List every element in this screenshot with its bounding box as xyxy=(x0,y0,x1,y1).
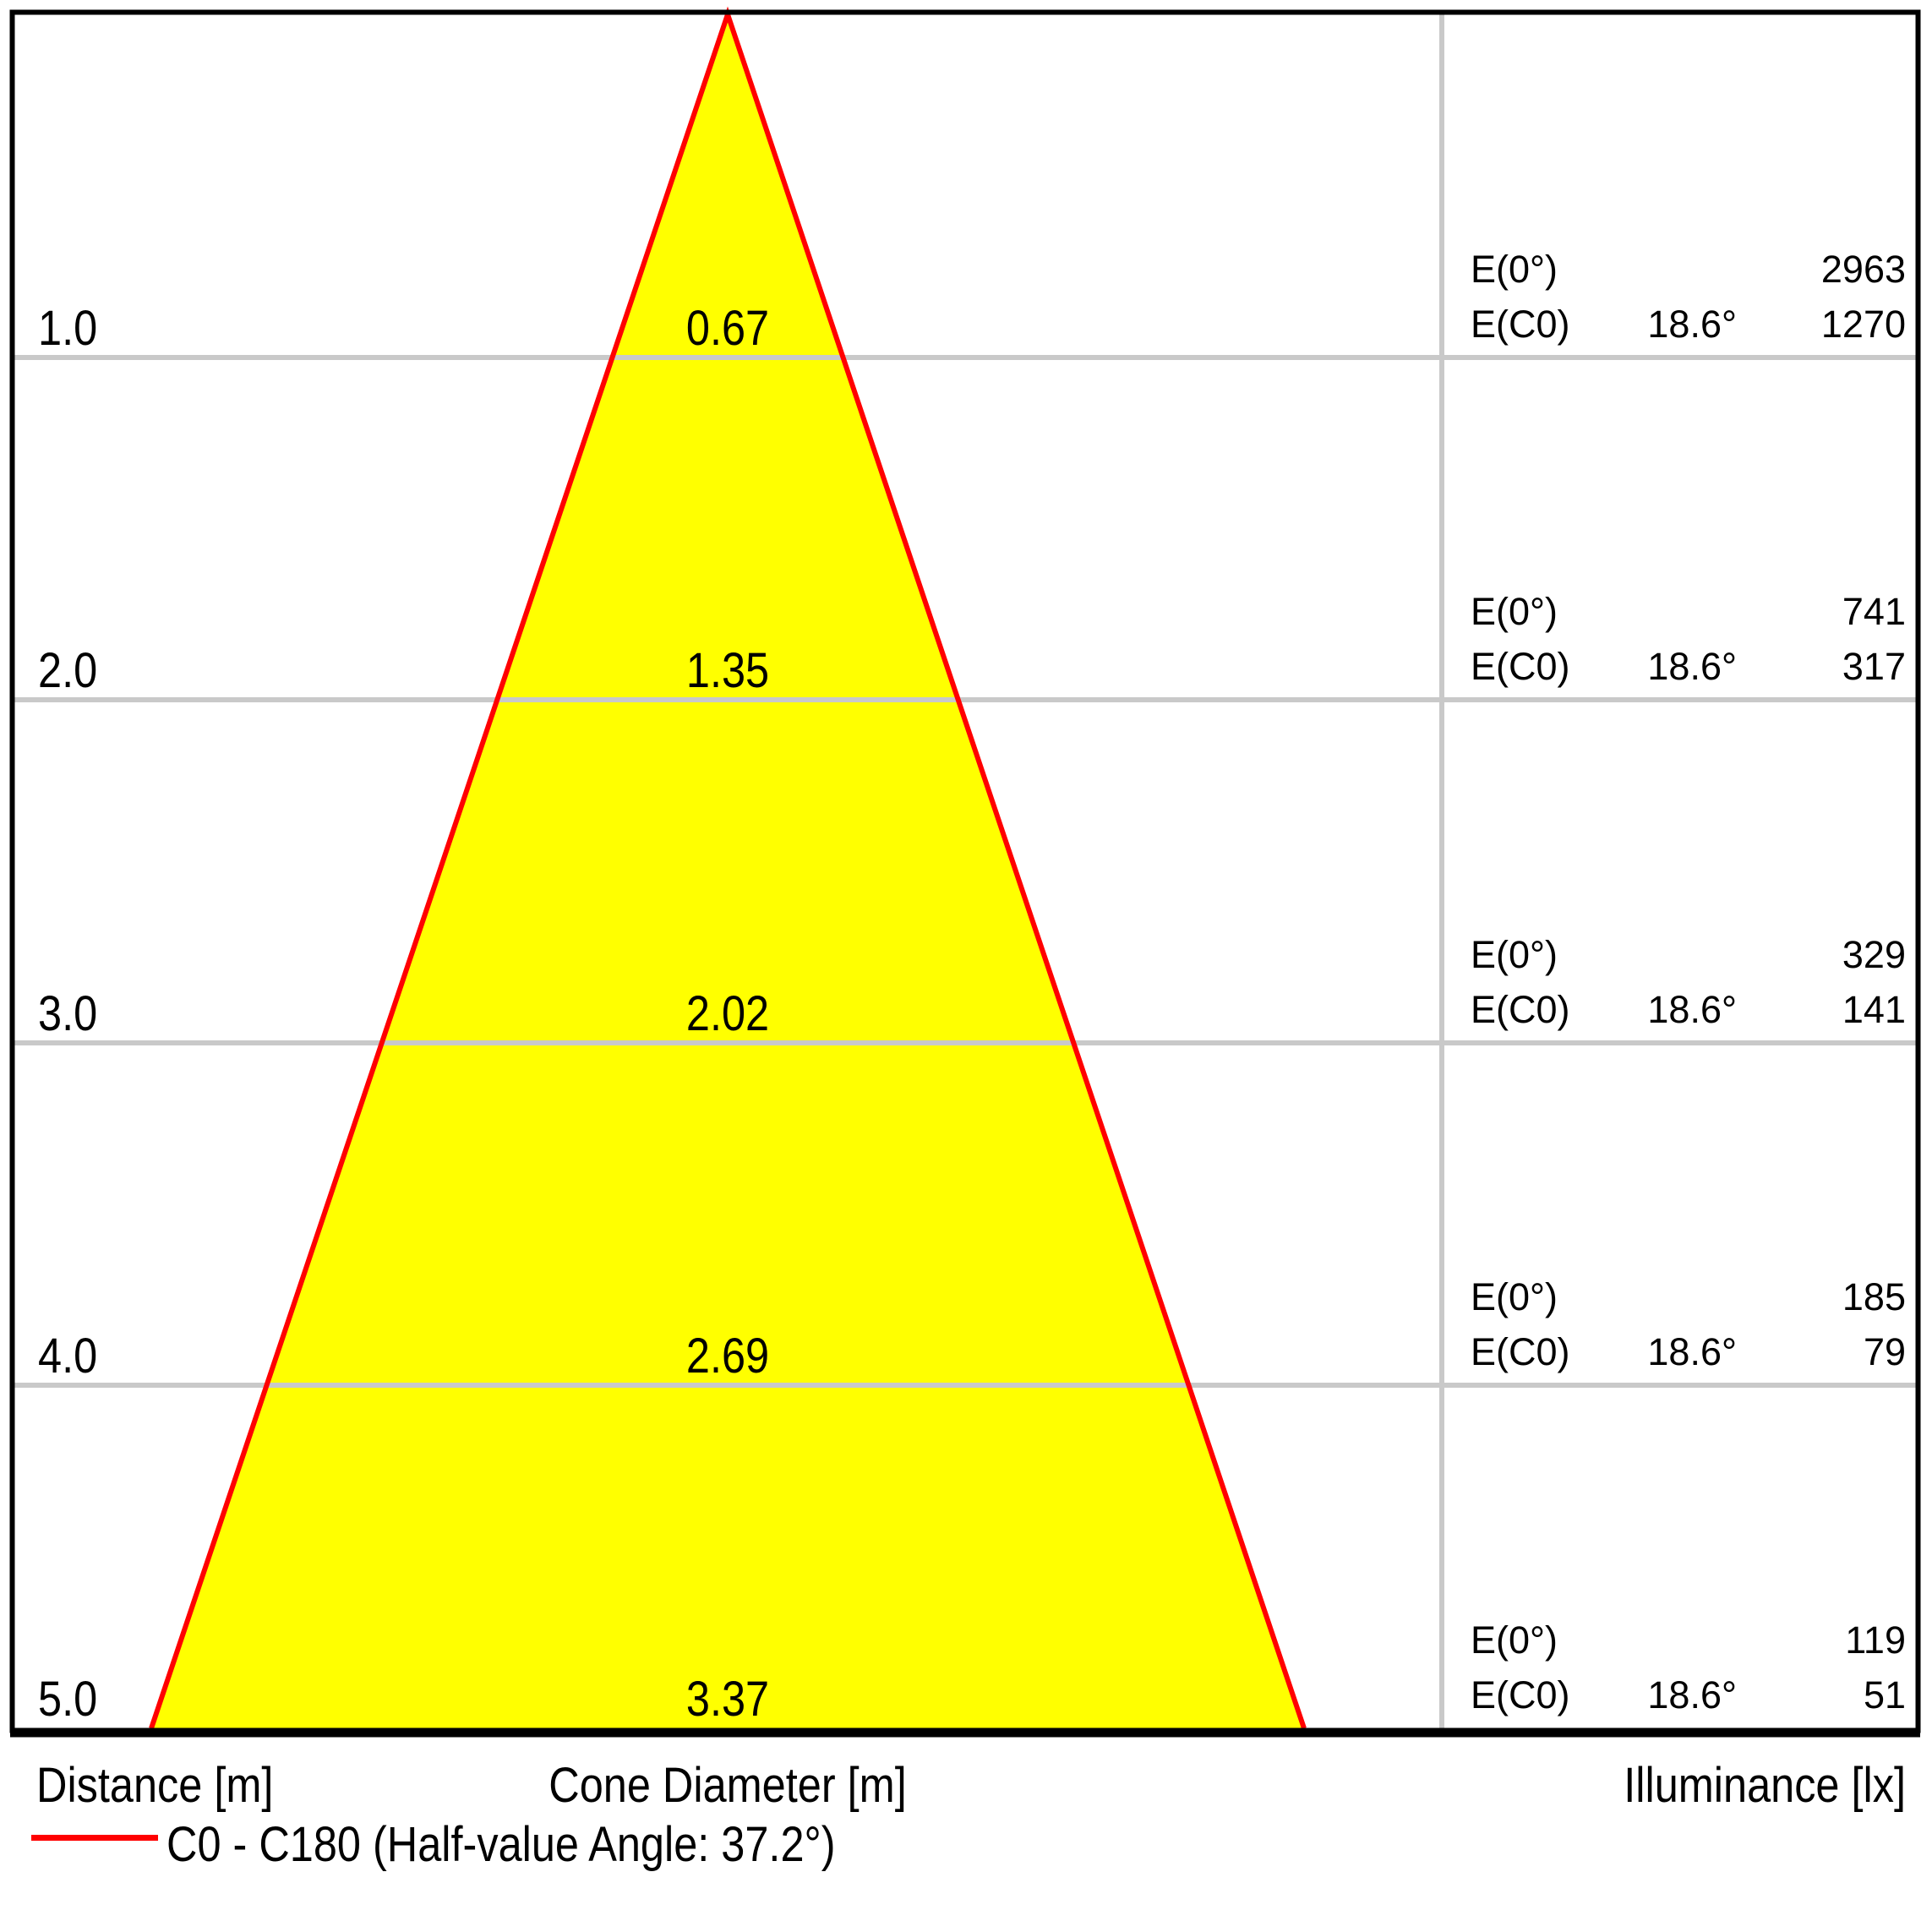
illuminance-row-2m-ec0: E(C0) 18.6° 317 xyxy=(1471,647,1906,690)
ec0-value: 1270 xyxy=(1820,303,1906,346)
e0-label: E(0°) xyxy=(1471,248,1558,291)
beam-angle: 18.6° xyxy=(1647,988,1737,1031)
cone-diameter-label-5m: 3.37 xyxy=(685,1672,770,1727)
illuminance-row-4m-e0: E(0°) 185 xyxy=(1471,1278,1906,1320)
distance-axis-label: Distance [m] xyxy=(36,1758,274,1813)
beam-angle: 18.6° xyxy=(1647,1673,1737,1716)
e0-value: 119 xyxy=(1845,1618,1906,1662)
e0-label: E(0°) xyxy=(1471,1275,1558,1318)
ec0-value: 141 xyxy=(1842,988,1906,1031)
illuminance-row-5m-e0: E(0°) 119 xyxy=(1471,1621,1906,1663)
illuminance-row-3m-e0: E(0°) 329 xyxy=(1471,936,1906,978)
distance-label-5m: 5.0 xyxy=(38,1672,98,1727)
e0-label: E(0°) xyxy=(1471,590,1558,633)
ec0-value: 317 xyxy=(1842,645,1906,688)
distance-label-3m: 3.0 xyxy=(38,986,98,1041)
illuminance-row-5m-ec0: E(C0) 18.6° 51 xyxy=(1471,1676,1906,1718)
distance-label-4m: 4.0 xyxy=(38,1329,98,1384)
legend-label: C0 - C180 (Half-value Angle: 37.2°) xyxy=(166,1817,836,1872)
beam-angle: 18.6° xyxy=(1647,645,1737,688)
e0-value: 329 xyxy=(1842,933,1906,976)
cone-diameter-label-2m: 1.35 xyxy=(685,643,770,698)
ec0-label: E(C0) xyxy=(1471,988,1570,1031)
cone-diameter-label-3m: 2.02 xyxy=(685,986,770,1041)
illuminance-row-2m-e0: E(0°) 741 xyxy=(1471,592,1906,635)
cone-diameter-axis-label: Cone Diameter [m] xyxy=(548,1758,907,1813)
e0-value: 741 xyxy=(1842,590,1906,633)
ec0-value: 51 xyxy=(1863,1673,1906,1716)
e0-label: E(0°) xyxy=(1471,933,1558,976)
ec0-label: E(C0) xyxy=(1471,645,1570,688)
legend-line-swatch xyxy=(31,1835,158,1841)
illuminance-row-3m-ec0: E(C0) 18.6° 141 xyxy=(1471,991,1906,1033)
ec0-label: E(C0) xyxy=(1471,1330,1570,1373)
illuminance-row-4m-ec0: E(C0) 18.6° 79 xyxy=(1471,1333,1906,1375)
e0-label: E(0°) xyxy=(1471,1618,1558,1662)
illuminance-row-1m-e0: E(0°) 2963 xyxy=(1471,250,1906,292)
beam-angle: 18.6° xyxy=(1647,1330,1737,1373)
illuminance-row-1m-ec0: E(C0) 18.6° 1270 xyxy=(1471,305,1906,347)
beam-angle: 18.6° xyxy=(1647,303,1737,346)
cone-diameter-label-4m: 2.69 xyxy=(685,1329,770,1384)
cone-diameter-label-1m: 0.67 xyxy=(685,301,770,356)
ec0-value: 79 xyxy=(1863,1330,1906,1373)
distance-label-1m: 1.0 xyxy=(38,301,98,356)
illuminance-axis-label: Illuminance [lx] xyxy=(1624,1758,1906,1813)
distance-label-2m: 2.0 xyxy=(38,643,98,698)
ec0-label: E(C0) xyxy=(1471,303,1570,346)
light-cone-fill xyxy=(151,14,1304,1728)
e0-value: 2963 xyxy=(1820,248,1906,291)
e0-value: 185 xyxy=(1842,1275,1906,1318)
ec0-label: E(C0) xyxy=(1471,1673,1570,1716)
